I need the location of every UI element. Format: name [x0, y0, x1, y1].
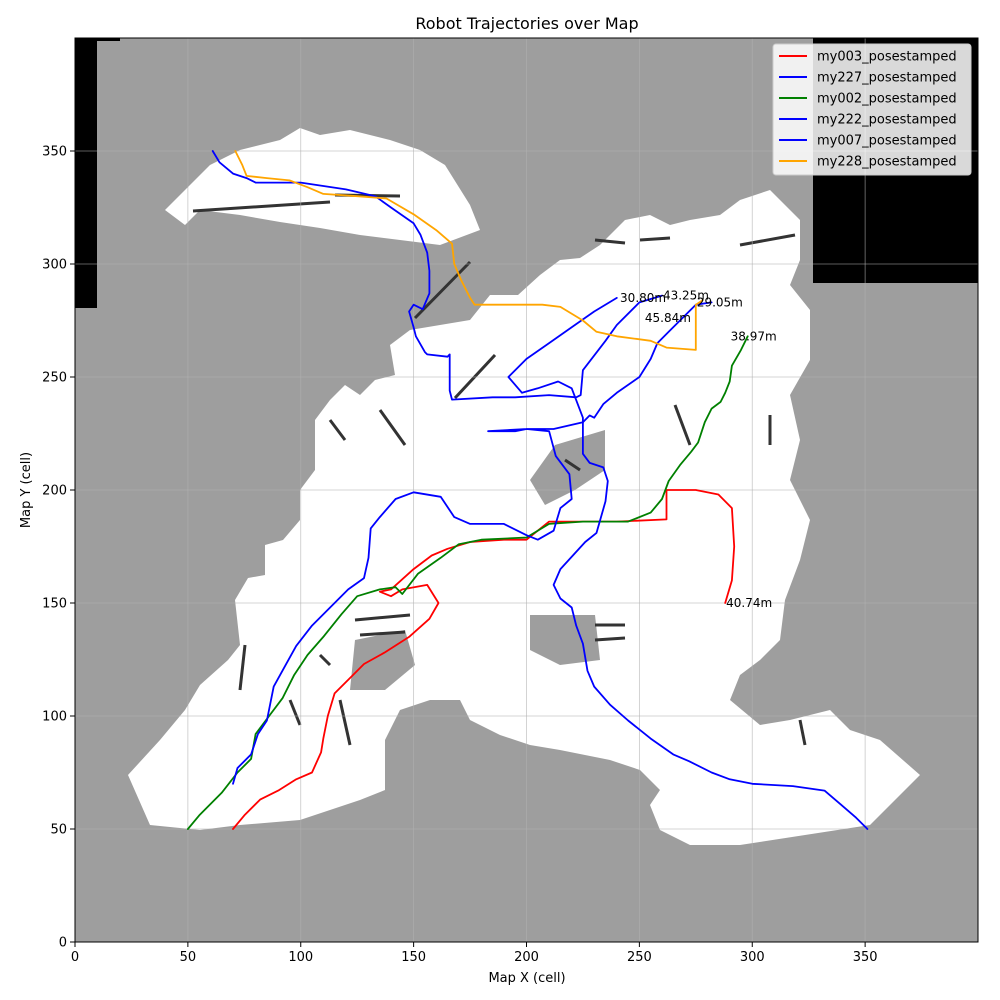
- x-tick-label: 150: [401, 950, 426, 965]
- legend-entry: my002_posestamped: [817, 92, 957, 107]
- y-tick-label: 150: [42, 597, 67, 612]
- trajectory-my007_posestamped: [507, 296, 869, 830]
- trajectory-my003_posestamped: [232, 489, 736, 830]
- y-tick-label: 50: [50, 823, 67, 838]
- map-outside-top: [75, 38, 120, 41]
- wall-segment: [192, 200, 331, 213]
- y-tick-label: 250: [42, 371, 67, 386]
- wall-segment: [639, 236, 671, 242]
- x-tick-label: 0: [71, 950, 79, 965]
- y-axis-label: Map Y (cell): [19, 452, 34, 528]
- map-obstacle-pocket-1: [530, 430, 605, 505]
- trajectory-my222_posestamped: [232, 301, 713, 785]
- y-tick-label: 350: [42, 145, 67, 160]
- trajectory-length-label: 40.74m: [726, 596, 772, 610]
- y-tick-label: 300: [42, 258, 67, 273]
- legend-entry: my227_posestamped: [817, 71, 957, 86]
- wall-segment: [378, 409, 407, 446]
- legend-entry: my228_posestamped: [817, 155, 957, 170]
- wall-segment: [673, 404, 692, 446]
- legend-box: [772, 43, 972, 176]
- map-wall-segments: [192, 193, 807, 746]
- trajectory-length-label: 29.05m: [697, 295, 743, 309]
- trajectory-length-label: 43.25m: [663, 289, 709, 303]
- trajectory-my228_posestamped: [234, 150, 704, 351]
- trajectory-length-label: 45.84m: [645, 311, 691, 325]
- y-tick-label: 0: [59, 936, 67, 951]
- wall-segment: [338, 699, 352, 746]
- x-tick-label: 200: [514, 950, 539, 965]
- wall-segment: [594, 636, 626, 642]
- x-tick-label: 300: [740, 950, 765, 965]
- legend-entry: my007_posestamped: [817, 134, 957, 149]
- x-tick-label: 350: [853, 950, 878, 965]
- legend: my003_posestamped my227_posestamped my002_…: [772, 43, 972, 176]
- wall-segment: [798, 719, 807, 746]
- y-tick-label: 100: [42, 710, 67, 725]
- wall-segment: [328, 419, 347, 441]
- wall-segment: [359, 630, 406, 637]
- map-free-space: [128, 190, 920, 845]
- x-axis-ticks: 0 50 100 150 200 250 300 350: [71, 942, 878, 965]
- wall-segment: [238, 644, 247, 691]
- wall-segment: [594, 238, 626, 245]
- wall-segment: [354, 613, 411, 622]
- map-obstacle-pocket-2: [350, 630, 415, 690]
- legend-entry: my003_posestamped: [817, 50, 957, 65]
- wall-segment: [739, 233, 796, 247]
- x-tick-label: 100: [288, 950, 313, 965]
- trajectory-length-label: 30.80m: [620, 291, 666, 305]
- x-axis-label: Map X (cell): [488, 971, 565, 986]
- map-outside-left: [75, 38, 97, 308]
- legend-entry: my222_posestamped: [817, 113, 957, 128]
- x-tick-label: 250: [627, 950, 652, 965]
- map-obstacle-pocket-3: [530, 615, 600, 665]
- trajectory-length-label: 38.97m: [731, 329, 777, 343]
- trajectory-series: [186, 150, 869, 830]
- trajectory-my002_posestamped: [186, 335, 749, 830]
- wall-segment: [318, 653, 332, 667]
- y-axis-ticks: 0 50 100 150 200 250 300 350: [42, 145, 75, 951]
- wall-segment: [288, 699, 302, 726]
- wall-segment: [564, 458, 581, 472]
- wall-segment: [453, 353, 497, 400]
- trajectory-my227_posestamped: [211, 150, 663, 401]
- y-tick-label: 200: [42, 484, 67, 499]
- x-tick-label: 50: [180, 950, 197, 965]
- wall-segment: [413, 260, 472, 320]
- chart-title: Robot Trajectories over Map: [415, 14, 638, 33]
- trajectory-length-labels: 40.74m 43.25m 38.97m 29.05m 30.80m 45.84m: [620, 289, 777, 610]
